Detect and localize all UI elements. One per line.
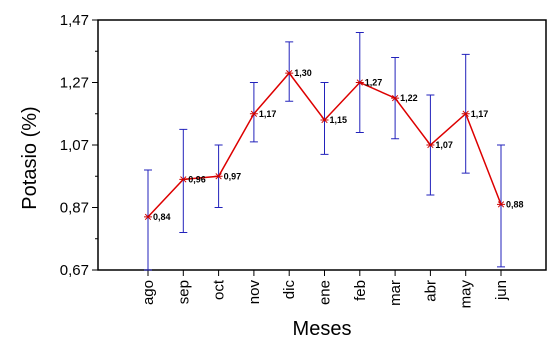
data-point-marker	[285, 69, 294, 77]
x-tick-label: may	[458, 280, 475, 309]
marker-stroke	[250, 110, 258, 117]
y-tick-label: 1,27	[60, 75, 89, 92]
data-point-marker	[320, 116, 329, 124]
data-label: 1,22	[400, 93, 418, 103]
marker-stroke	[356, 79, 363, 86]
marker-stroke	[180, 176, 187, 183]
x-tick-label: abr	[422, 280, 439, 302]
x-tick-label: jun	[493, 280, 510, 301]
marker-stroke	[286, 69, 293, 77]
x-tick-label: dic	[281, 280, 298, 300]
data-label: 0,96	[188, 174, 206, 184]
data-label: 1,15	[330, 115, 348, 125]
x-tick-label: ene	[317, 280, 334, 305]
y-tick-label: 1,07	[60, 137, 89, 154]
marker-stroke	[144, 213, 152, 221]
data-label: 0,88	[506, 199, 524, 209]
x-tick-label: mar	[387, 280, 404, 306]
y-axis-title: Potasio (%)	[19, 106, 41, 209]
x-tick-label: nov	[246, 280, 263, 305]
data-point-marker	[355, 79, 364, 86]
marker-stroke	[215, 173, 222, 180]
marker-stroke	[497, 201, 505, 208]
data-point-marker	[461, 110, 470, 117]
data-label: 1,17	[471, 109, 489, 119]
data-point-marker	[249, 110, 258, 117]
y-tick-label: 0,67	[60, 262, 89, 279]
marker-stroke	[427, 141, 434, 149]
data-label: 1,07	[435, 140, 453, 150]
y-tick-label: 0,87	[60, 200, 89, 217]
data-label: 1,17	[259, 109, 277, 119]
x-tick-label: sep	[175, 280, 192, 304]
data-label: 1,30	[294, 68, 312, 78]
data-point-marker	[391, 94, 400, 102]
y-tick-label: 1,47	[60, 12, 89, 29]
data-point-marker	[179, 176, 188, 183]
marker-stroke	[462, 110, 469, 117]
data-point-marker	[214, 173, 223, 180]
data-label: 1,27	[365, 78, 383, 88]
x-tick-label: feb	[352, 280, 369, 301]
data-label: 0,97	[224, 171, 242, 181]
x-tick-label: ago	[140, 280, 157, 305]
marker-stroke	[321, 116, 328, 124]
plot-frame	[97, 19, 547, 271]
data-label: 0,84	[153, 212, 171, 222]
data-point-marker	[426, 141, 435, 149]
x-tick-label: oct	[211, 279, 228, 300]
marker-stroke	[391, 94, 399, 102]
data-point-marker	[497, 201, 505, 208]
x-axis-title: Meses	[293, 318, 352, 340]
data-point-marker	[144, 213, 152, 221]
